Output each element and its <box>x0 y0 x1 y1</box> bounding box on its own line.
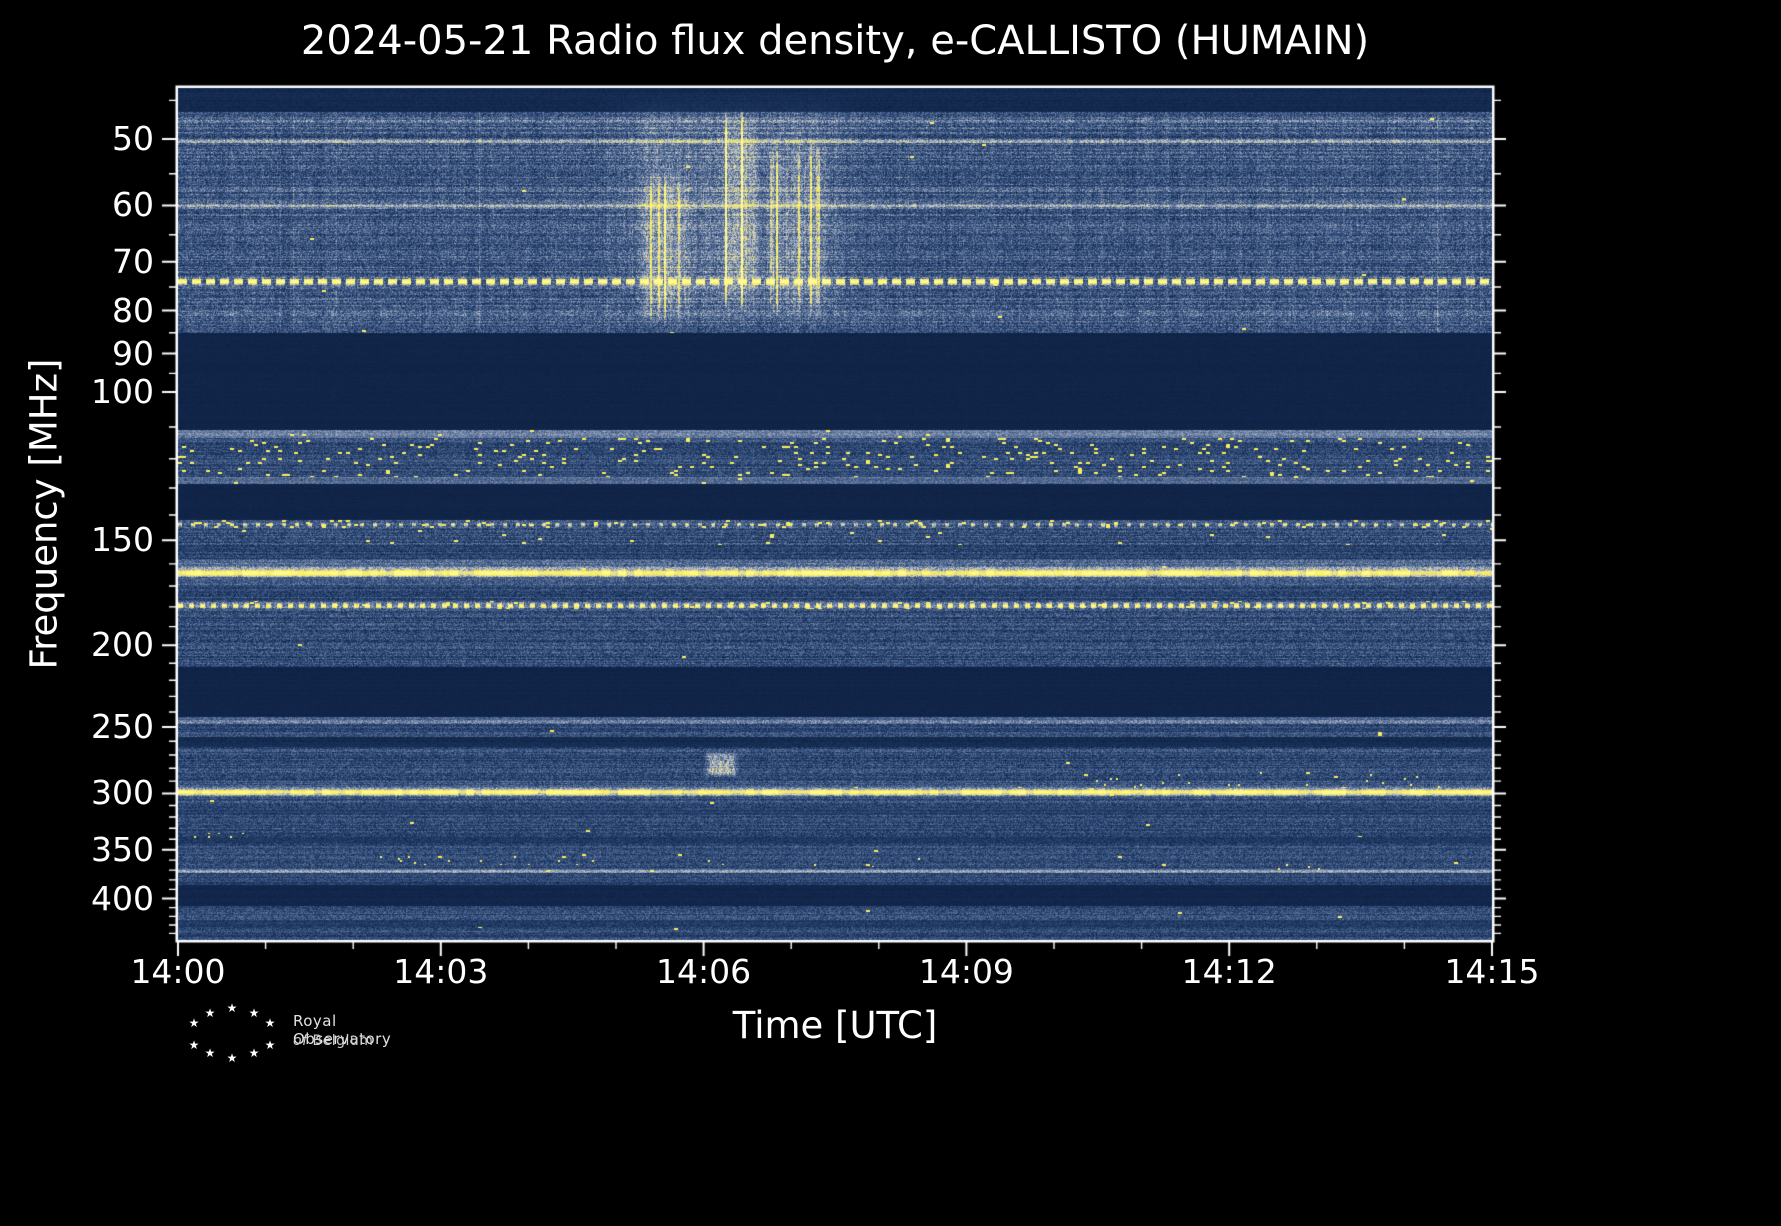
y-tick-label: 90 <box>112 333 154 373</box>
y-tick-label: 350 <box>91 829 154 869</box>
rob-logo-text-line2: of Belgium <box>293 1033 373 1049</box>
star-icon: ★ <box>226 1001 238 1015</box>
y-tick-label: 300 <box>91 773 154 813</box>
x-tick-label: 14:00 <box>130 952 226 991</box>
star-icon: ★ <box>188 1016 200 1030</box>
star-icon: ★ <box>188 1038 200 1052</box>
y-tick-label: 70 <box>112 241 154 281</box>
star-icon: ★ <box>248 1006 260 1020</box>
y-tick-label: 250 <box>91 706 154 746</box>
y-tick-label: 400 <box>91 878 154 918</box>
y-axis-title: Frequency [MHz] <box>22 358 66 670</box>
y-tick-label: 80 <box>112 290 154 330</box>
chart-title: 2024-05-21 Radio flux density, e-CALLIST… <box>300 18 1370 64</box>
star-icon: ★ <box>204 1046 216 1060</box>
x-tick-label: 14:06 <box>656 952 752 991</box>
x-tick-label: 14:12 <box>1181 952 1277 991</box>
y-tick-label: 50 <box>112 118 154 158</box>
rob-logo-of: of <box>293 1033 308 1049</box>
x-tick-label: 14:15 <box>1444 952 1540 991</box>
star-icon: ★ <box>248 1046 260 1060</box>
y-tick-label: 60 <box>112 185 154 225</box>
x-tick-label: 14:09 <box>918 952 1014 991</box>
y-tick-label: 150 <box>91 520 154 560</box>
y-tick-label: 200 <box>91 625 154 665</box>
star-icon: ★ <box>204 1006 216 1020</box>
star-icon: ★ <box>264 1016 276 1030</box>
rob-logo-belgium: Belgium <box>312 1033 374 1049</box>
y-tick-label: 100 <box>91 372 154 412</box>
rob-logo-text-line1: Royal Observatory <box>293 1012 392 1048</box>
x-tick-label: 14:03 <box>393 952 489 991</box>
x-axis-title: Time [UTC] <box>732 1004 938 1047</box>
star-icon: ★ <box>264 1038 276 1052</box>
star-icon: ★ <box>226 1051 238 1065</box>
